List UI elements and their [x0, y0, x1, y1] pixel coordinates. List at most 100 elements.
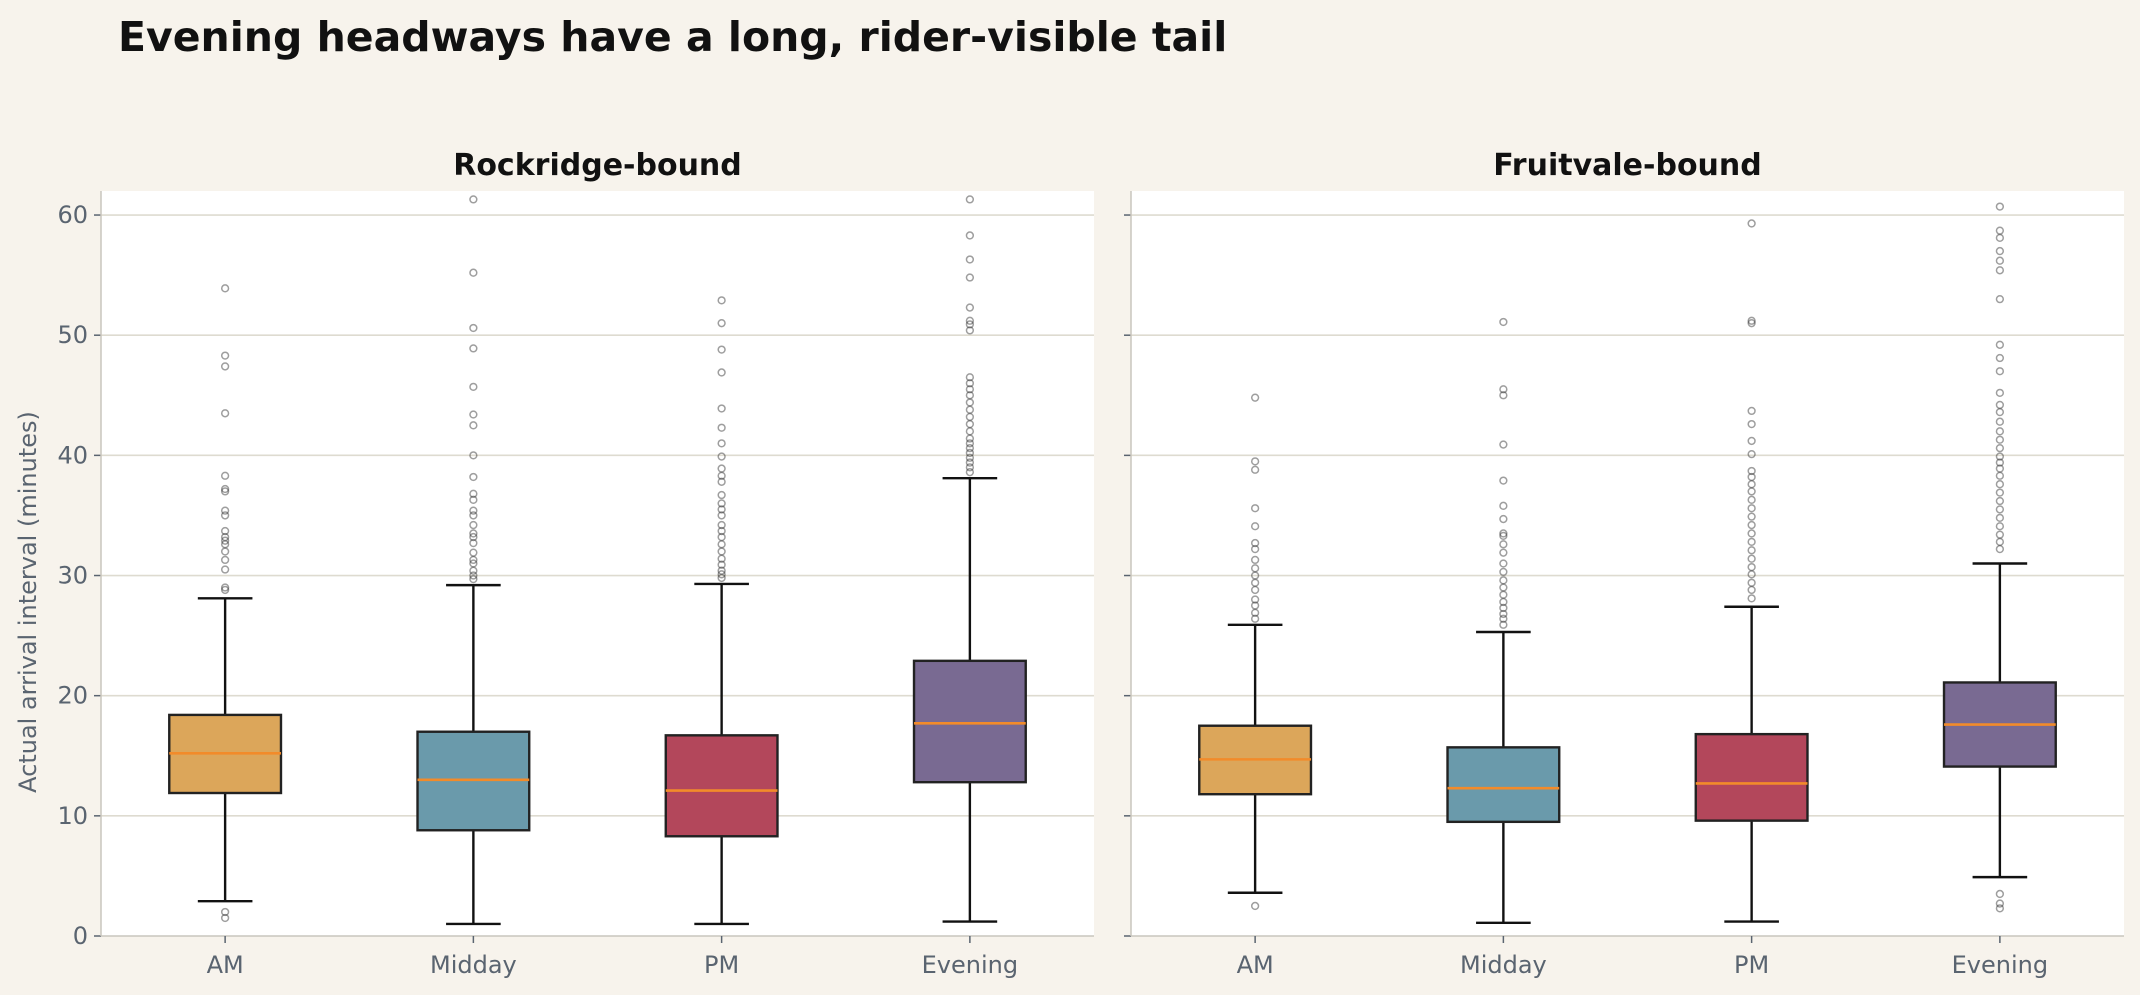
outlier-point — [1995, 889, 2005, 899]
outlier-point — [1499, 440, 1508, 449]
outlier-point — [469, 559, 478, 568]
panel-1: Fruitvale-bound AM Midday PM Evening — [1124, 148, 2124, 979]
box-am: AM — [168, 284, 283, 979]
outlier-point — [717, 296, 726, 305]
outlier-point — [1499, 609, 1508, 619]
outlier-point — [965, 463, 975, 472]
y-tick-label: 60 — [57, 201, 88, 229]
outlier-point — [220, 540, 230, 549]
outlier-point — [1499, 501, 1508, 510]
outlier-point — [717, 547, 726, 556]
outlier-point — [469, 421, 478, 430]
outlier-point — [717, 452, 726, 461]
outlier-point — [220, 511, 230, 520]
outlier-point — [469, 555, 478, 565]
outlier-point — [965, 453, 975, 462]
outlier-point — [1995, 452, 2005, 461]
box-pm: PM — [664, 296, 779, 979]
outlier-point — [1747, 562, 1756, 572]
outlier-point — [1499, 576, 1508, 585]
outlier-point — [469, 382, 478, 392]
outlier-point — [469, 520, 478, 530]
outlier-point — [717, 319, 726, 328]
outlier-point — [1747, 472, 1756, 482]
outlier-point — [717, 404, 726, 413]
outlier-point — [1747, 316, 1756, 325]
y-tick-label: 50 — [57, 321, 88, 349]
outlier-point — [1995, 417, 2005, 426]
outlier-point — [1995, 400, 2005, 410]
outlier-point — [1995, 530, 2005, 539]
outlier-point — [965, 255, 975, 264]
outlier-point — [1995, 537, 2005, 547]
outlier-point — [717, 532, 726, 542]
outlier-point — [1747, 495, 1756, 504]
outlier-point — [1499, 614, 1508, 623]
outlier-point — [1250, 457, 1260, 466]
box-am: AM — [1198, 393, 1313, 979]
outlier-point — [965, 405, 975, 414]
iqr-box — [1694, 732, 1809, 822]
outlier-point — [1995, 904, 2005, 913]
outlier-point — [469, 506, 478, 515]
outlier-point — [965, 326, 975, 335]
outlier-point — [965, 373, 975, 382]
outlier-point — [1747, 504, 1756, 513]
outlier-point — [1499, 385, 1508, 394]
outlier-point — [1995, 427, 2005, 436]
panel-title: Fruitvale-bound — [1493, 148, 1762, 183]
outlier-point — [717, 505, 726, 514]
outlier-point — [469, 344, 478, 353]
outlier-point — [220, 506, 230, 515]
outlier-point — [965, 434, 975, 443]
outlier-point — [220, 547, 230, 556]
outlier-point — [717, 560, 726, 569]
outlier-point — [1499, 476, 1508, 485]
outlier-point — [1995, 246, 2005, 256]
x-tick-label: AM — [207, 951, 244, 979]
outlier-point — [965, 379, 975, 388]
outlier-point — [469, 472, 478, 482]
outlier-point — [1747, 578, 1756, 587]
outlier-point — [1995, 899, 2005, 908]
outlier-point — [965, 468, 975, 477]
outlier-point — [1995, 233, 2005, 243]
y-tick-label: 10 — [57, 802, 88, 830]
outlier-point — [1747, 466, 1756, 476]
outlier-point — [1995, 522, 2005, 531]
x-tick-label: Evening — [922, 951, 1018, 979]
plot-area — [101, 191, 1094, 936]
outlier-point — [1499, 514, 1508, 524]
box-midday: Midday — [1446, 317, 1561, 979]
outlier-point — [965, 385, 975, 394]
outlier-point — [717, 490, 726, 500]
outlier-point — [1250, 601, 1260, 610]
outlier-point — [1747, 520, 1756, 530]
panels: 0 10 20 30 40 50 60 Rockridge-bound AM Midday PM Ev… — [57, 148, 2124, 979]
x-tick-label: PM — [1734, 951, 1769, 979]
outlier-point — [1499, 590, 1508, 599]
outlier-point — [1250, 522, 1260, 531]
outlier-point — [1499, 583, 1508, 592]
outlier-point — [717, 477, 726, 486]
outlier-point — [1747, 546, 1756, 555]
outlier-point — [1250, 504, 1260, 513]
outlier-point — [717, 471, 726, 480]
x-tick-label: PM — [704, 951, 739, 979]
outlier-point — [1995, 367, 2005, 376]
x-tick-label: Midday — [430, 951, 517, 979]
outlier-point — [220, 585, 230, 595]
box-evening: Evening — [912, 195, 1027, 979]
outlier-point — [1747, 537, 1756, 547]
outlier-point — [965, 273, 975, 282]
outlier-point — [1995, 294, 2005, 304]
outlier-point — [1499, 548, 1508, 557]
outlier-point — [717, 520, 726, 530]
x-tick-label: Midday — [1460, 951, 1547, 979]
outlier-point — [1499, 567, 1508, 577]
outlier-point — [1747, 594, 1756, 603]
outlier-point — [469, 195, 478, 204]
outlier-point — [220, 583, 230, 592]
outlier-point — [1995, 488, 2005, 497]
outlier-point — [220, 555, 230, 565]
